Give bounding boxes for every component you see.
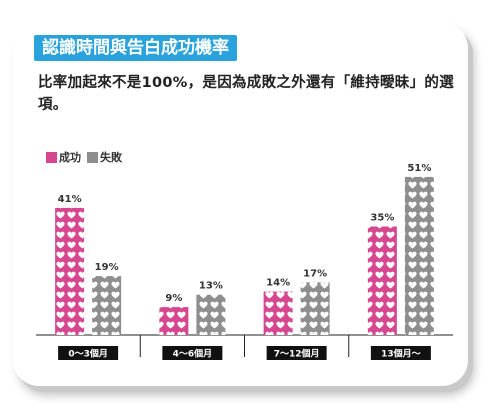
chart-title: 認識時間與告白成功機率 (34, 35, 237, 61)
bar-failure (404, 176, 434, 335)
bar-success (159, 307, 189, 335)
legend-label-failure: 失敗 (100, 151, 122, 164)
chart-subtitle: 比率加起來不是100%，是因為成敗之外還有「維持曖昧」的選項。 (38, 75, 454, 113)
category-label: 0〜3個月 (68, 348, 108, 360)
data-label: 19% (95, 262, 119, 273)
category-label-box (58, 346, 119, 360)
bar-failure (300, 282, 330, 335)
legend-swatch-failure (87, 151, 98, 163)
data-label: 41% (58, 194, 82, 205)
legend-item-failure: 失敗 (87, 149, 122, 165)
data-label: 14% (266, 278, 290, 289)
bar-success (55, 207, 85, 335)
bar-failure (92, 276, 122, 335)
category-label: 7〜12個月 (274, 348, 320, 360)
bar-failure (196, 294, 226, 335)
data-label: 17% (303, 268, 327, 279)
category-label: 4〜6個月 (173, 348, 213, 360)
bar-success (367, 226, 397, 335)
bar-success (263, 291, 293, 335)
category-label-box (370, 346, 431, 360)
data-label: 9% (165, 293, 182, 304)
category-label-box (162, 346, 223, 360)
legend-label-success: 成功 (59, 151, 81, 164)
category-label: 13個月〜 (381, 348, 421, 360)
legend: 成功 失敗 (46, 149, 128, 165)
data-label: 13% (199, 281, 223, 292)
legend-item-success: 成功 (46, 149, 81, 165)
category-label-box (266, 346, 327, 360)
data-label: 35% (370, 213, 394, 224)
legend-swatch-success (46, 151, 57, 163)
data-label: 51% (407, 163, 431, 174)
